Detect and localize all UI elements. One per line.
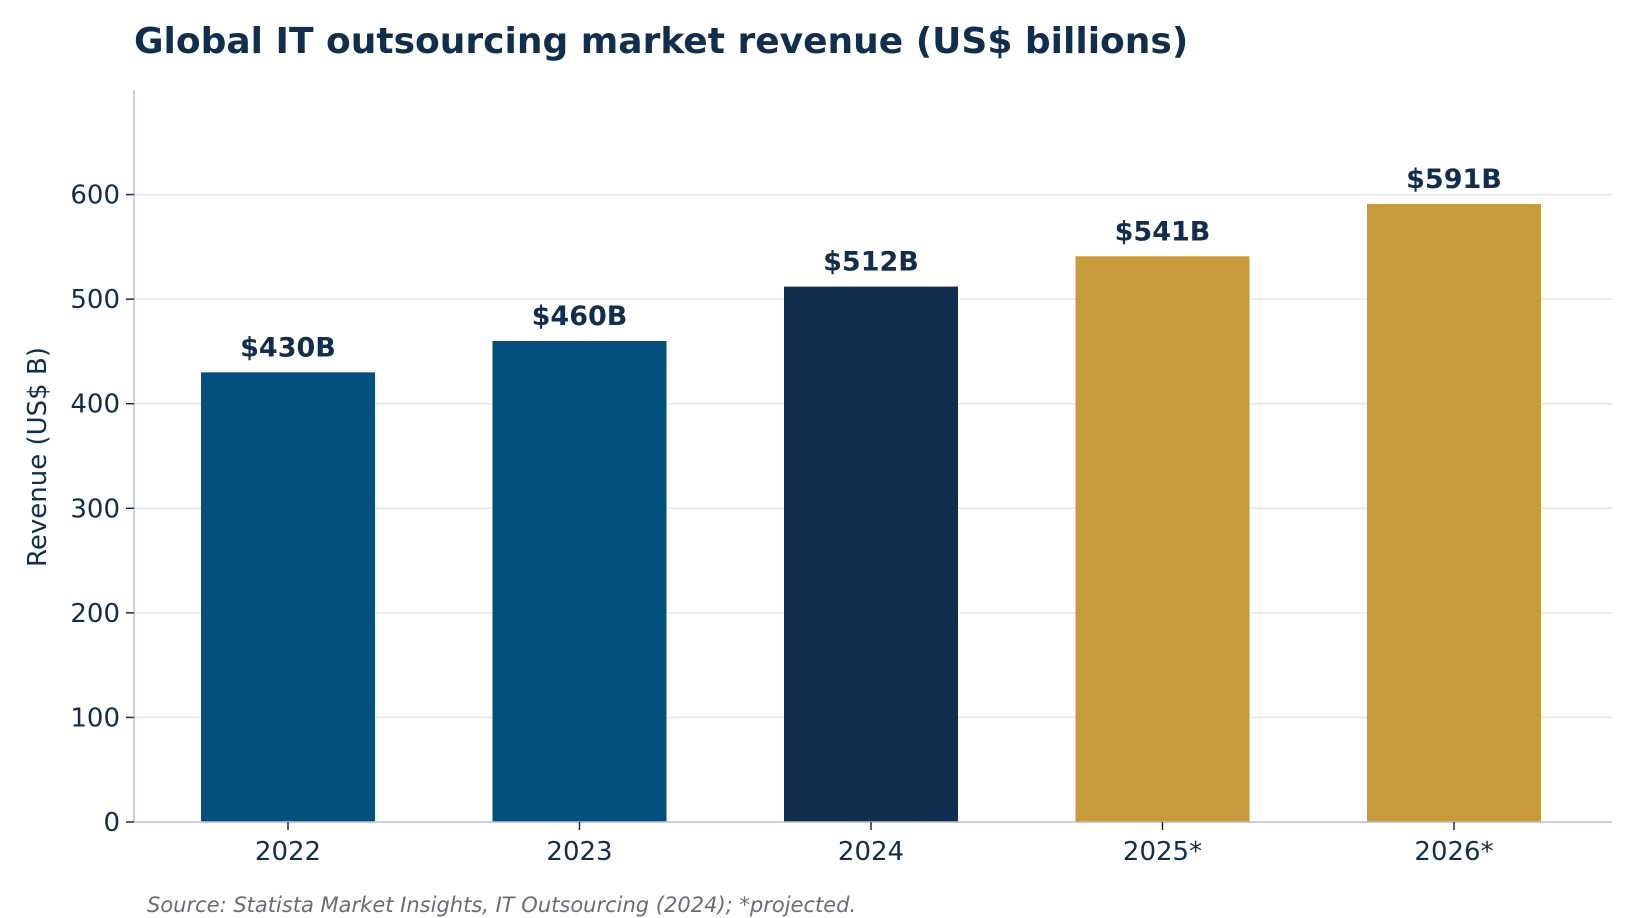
y-ticks: 0 100 200 300 400 500 600 xyxy=(70,181,134,838)
y-tick-label: 0 xyxy=(103,808,120,838)
bars xyxy=(201,203,1541,823)
bar-value-label: $460B xyxy=(532,301,628,332)
x-tick-label: 2025* xyxy=(1123,837,1202,867)
bar-value-label: $541B xyxy=(1115,216,1211,247)
x-tick-label: 2024 xyxy=(838,837,904,867)
chart-title: Global IT outsourcing market revenue (US… xyxy=(134,21,1188,62)
source-note: Source: Statista Market Insights, IT Out… xyxy=(147,893,856,917)
y-tick-label: 500 xyxy=(70,285,120,315)
bar-value-label: $430B xyxy=(240,332,336,363)
bar xyxy=(784,286,958,822)
x-ticks: 2022 2023 2024 2025* 2026* xyxy=(255,822,1494,867)
x-tick-label: 2022 xyxy=(255,837,321,867)
y-tick-label: 400 xyxy=(70,390,120,420)
x-tick-label: 2023 xyxy=(546,837,612,867)
bar xyxy=(1367,203,1541,823)
bar xyxy=(492,340,667,822)
y-tick-label: 100 xyxy=(70,703,120,733)
y-tick-label: 600 xyxy=(70,181,120,211)
bar xyxy=(201,372,375,822)
bar xyxy=(1075,256,1250,823)
x-tick-label: 2026* xyxy=(1414,837,1493,867)
bar-value-label: $512B xyxy=(823,247,919,278)
bar-value-label: $591B xyxy=(1406,164,1502,195)
y-tick-label: 300 xyxy=(70,494,120,524)
y-axis-label: Revenue (US$ B) xyxy=(23,347,53,567)
y-tick-label: 200 xyxy=(70,599,120,629)
value-labels: $430B $460B $512B $541B $591B xyxy=(240,164,1502,363)
